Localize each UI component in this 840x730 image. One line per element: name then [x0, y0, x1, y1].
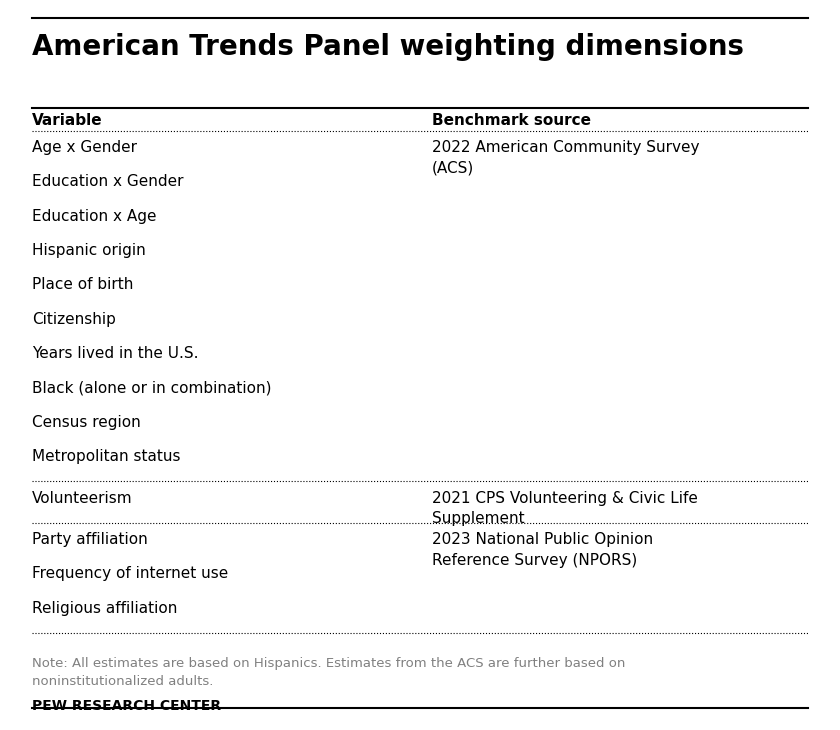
- Text: Years lived in the U.S.: Years lived in the U.S.: [32, 346, 198, 361]
- Text: Age x Gender: Age x Gender: [32, 140, 137, 155]
- Text: 2022 American Community Survey
(ACS): 2022 American Community Survey (ACS): [432, 140, 699, 175]
- Text: Benchmark source: Benchmark source: [432, 113, 591, 128]
- Text: Volunteerism: Volunteerism: [32, 491, 133, 506]
- Text: Citizenship: Citizenship: [32, 312, 116, 327]
- Text: Variable: Variable: [32, 113, 102, 128]
- Text: Hispanic origin: Hispanic origin: [32, 243, 145, 258]
- Text: Frequency of internet use: Frequency of internet use: [32, 566, 228, 582]
- Text: Education x Age: Education x Age: [32, 209, 156, 224]
- Text: 2021 CPS Volunteering & Civic Life
Supplement: 2021 CPS Volunteering & Civic Life Suppl…: [432, 491, 697, 526]
- Text: Religious affiliation: Religious affiliation: [32, 601, 177, 616]
- Text: Place of birth: Place of birth: [32, 277, 134, 293]
- Text: Black (alone or in combination): Black (alone or in combination): [32, 380, 271, 396]
- Text: 2023 National Public Opinion
Reference Survey (NPORS): 2023 National Public Opinion Reference S…: [432, 532, 653, 567]
- Text: Census region: Census region: [32, 415, 140, 430]
- Text: Party affiliation: Party affiliation: [32, 532, 148, 548]
- Text: American Trends Panel weighting dimensions: American Trends Panel weighting dimensio…: [32, 33, 744, 61]
- Text: PEW RESEARCH CENTER: PEW RESEARCH CENTER: [32, 699, 221, 713]
- Text: Metropolitan status: Metropolitan status: [32, 449, 181, 464]
- Text: Note: All estimates are based on Hispanics. Estimates from the ACS are further b: Note: All estimates are based on Hispani…: [32, 657, 625, 688]
- Text: Education x Gender: Education x Gender: [32, 174, 183, 190]
